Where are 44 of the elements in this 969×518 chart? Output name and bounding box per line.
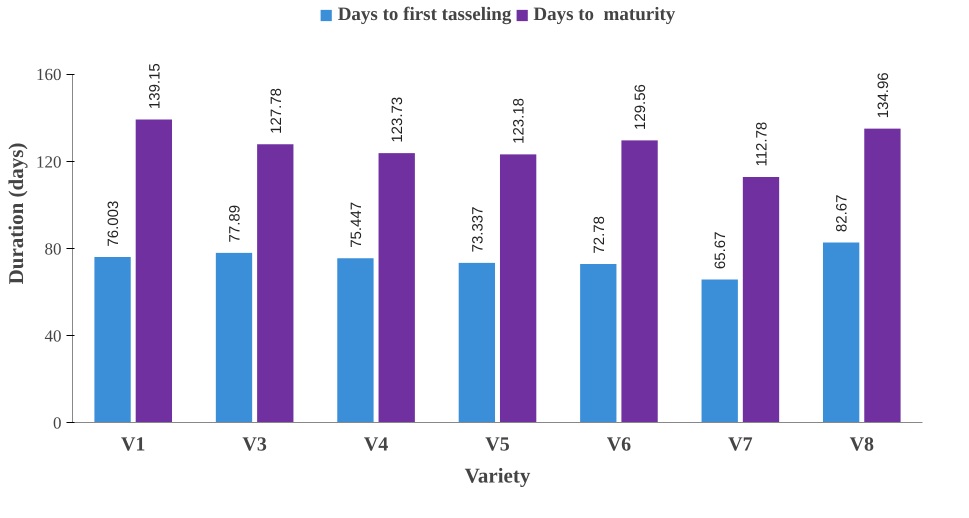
- bar: [822, 242, 860, 422]
- data-label: 123.18: [510, 98, 528, 144]
- data-label: 123.73: [389, 96, 406, 143]
- y-tick-label: 40: [44, 326, 62, 346]
- y-tick-label: 0: [53, 414, 62, 432]
- bar: [621, 140, 658, 422]
- bar: [580, 264, 616, 422]
- data-label: 127.78: [268, 88, 285, 134]
- bar: [337, 258, 374, 422]
- data-label: 134.96: [874, 72, 892, 118]
- data-label: 82.67: [834, 194, 851, 232]
- data-label: 65.67: [712, 232, 730, 270]
- y-tick-label: 80: [44, 239, 62, 258]
- data-label: 112.78: [754, 122, 770, 167]
- bar: [216, 252, 252, 422]
- bar: [864, 128, 901, 422]
- x-tick-label: V8: [850, 434, 874, 456]
- bar: [742, 176, 780, 422]
- data-label: 72.78: [590, 216, 608, 254]
- bar: [136, 120, 172, 422]
- bar: [257, 144, 294, 422]
- x-tick-label: V3: [242, 434, 267, 456]
- data-label: 139.15: [146, 63, 164, 110]
- x-tick-label: V5: [485, 434, 510, 456]
- bar: [500, 154, 536, 422]
- bar: [94, 257, 131, 422]
- x-tick-label: V6: [606, 434, 632, 456]
- legend-label: Days to first tasseling: [338, 4, 512, 26]
- x-axis-title: Variety: [464, 464, 531, 488]
- y-axis-title: Duration (days): [4, 142, 28, 284]
- data-label: 73.337: [469, 206, 486, 252]
- data-label: 129.56: [632, 84, 650, 130]
- data-label: 77.89: [226, 204, 244, 242]
- x-tick-label: V1: [120, 434, 146, 456]
- data-label: 75.447: [348, 202, 365, 248]
- data-label: 76.003: [105, 200, 122, 247]
- bar: [458, 262, 496, 422]
- bar: [702, 280, 738, 422]
- y-tick-label: 120: [36, 152, 62, 172]
- legend-label: Days to maturity: [533, 4, 676, 26]
- y-tick-label: 160: [36, 65, 62, 84]
- x-tick-label: V4: [364, 434, 388, 456]
- x-tick-label: V7: [728, 434, 753, 456]
- bar: [378, 153, 415, 422]
